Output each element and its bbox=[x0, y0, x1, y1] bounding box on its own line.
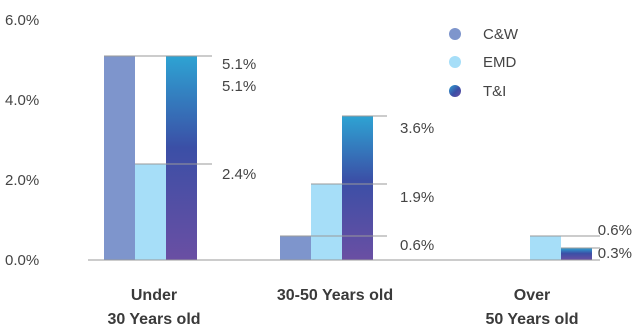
category-label: 30-50 Years old bbox=[277, 287, 393, 304]
legend-marker bbox=[449, 56, 461, 68]
y-axis-ticks: 0.0% 2.0% 4.0% 6.0% bbox=[5, 12, 39, 269]
data-label: 3.6% bbox=[400, 120, 434, 137]
category-label: 50 Years old bbox=[485, 311, 578, 328]
category-label: Over bbox=[514, 287, 550, 304]
legend-marker bbox=[449, 28, 461, 40]
bar-t-i bbox=[166, 56, 197, 260]
bar-t-i bbox=[561, 248, 592, 260]
bar-c-w bbox=[280, 236, 311, 260]
data-label: 1.9% bbox=[400, 189, 434, 206]
bars bbox=[104, 56, 592, 260]
legend: C&W EMD T&I bbox=[449, 26, 519, 100]
data-label: 0.6% bbox=[400, 237, 434, 254]
y-tick-label: 4.0% bbox=[5, 92, 39, 109]
bar-emd bbox=[135, 164, 166, 260]
bar-c-w bbox=[104, 56, 135, 260]
y-tick-label: 2.0% bbox=[5, 172, 39, 189]
bar-t-i bbox=[342, 116, 373, 260]
data-label: 2.4% bbox=[222, 166, 256, 183]
legend-label: C&W bbox=[483, 26, 519, 43]
bar-emd bbox=[530, 236, 561, 260]
legend-marker bbox=[449, 85, 461, 97]
legend-label: T&I bbox=[483, 83, 506, 100]
category-label: 30 Years old bbox=[107, 311, 200, 328]
data-label: 5.1% bbox=[222, 78, 256, 95]
category-label: Under bbox=[131, 287, 177, 304]
data-label-leaders bbox=[104, 55, 600, 249]
category-labels: Under 30 Years old 30-50 Years old Over 50 Y… bbox=[107, 287, 578, 328]
data-labels: 5.1% 5.1% 2.4% 3.6% 1.9% 0.6% 0.6% 0.3% bbox=[222, 56, 632, 262]
y-tick-label: 0.0% bbox=[5, 252, 39, 269]
y-tick-label: 6.0% bbox=[5, 12, 39, 29]
data-label: 5.1% bbox=[222, 56, 256, 73]
legend-label: EMD bbox=[483, 54, 517, 71]
data-label: 0.6% bbox=[598, 222, 632, 239]
bar-emd bbox=[311, 184, 342, 260]
data-label: 0.3% bbox=[598, 245, 632, 262]
